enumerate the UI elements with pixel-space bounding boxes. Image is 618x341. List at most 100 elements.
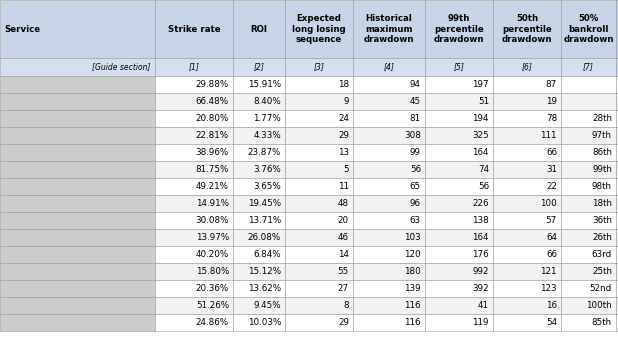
Bar	[561, 212, 616, 229]
Text: 94: 94	[410, 80, 421, 89]
Text: 20: 20	[338, 216, 349, 225]
Bar	[0, 110, 155, 127]
Bar	[233, 297, 285, 314]
Bar	[425, 110, 493, 127]
Bar	[0, 280, 155, 297]
Bar	[561, 178, 616, 195]
Text: 81.75%: 81.75%	[196, 165, 229, 174]
Bar	[493, 58, 561, 76]
Text: 57: 57	[546, 216, 557, 225]
Bar	[616, 93, 618, 110]
Text: 308: 308	[404, 131, 421, 140]
Bar	[285, 246, 353, 263]
Text: 50th
percentile
drawdown: 50th percentile drawdown	[502, 14, 552, 44]
Text: 64: 64	[546, 233, 557, 242]
Bar	[285, 212, 353, 229]
Bar	[493, 297, 561, 314]
Bar	[425, 178, 493, 195]
Text: 48: 48	[338, 199, 349, 208]
Bar	[561, 76, 616, 93]
Text: 10.03%: 10.03%	[248, 318, 281, 327]
Text: 15.12%: 15.12%	[248, 267, 281, 276]
Bar	[616, 0, 618, 58]
Bar	[353, 178, 425, 195]
Text: 15.91%: 15.91%	[248, 80, 281, 89]
Text: 78: 78	[546, 114, 557, 123]
Text: Service: Service	[4, 25, 40, 33]
Bar	[233, 58, 285, 76]
Bar	[285, 195, 353, 212]
Text: 36th: 36th	[592, 216, 612, 225]
Text: 50%
bankroll
drawdown: 50% bankroll drawdown	[563, 14, 614, 44]
Text: 111: 111	[541, 131, 557, 140]
Bar	[155, 93, 233, 110]
Bar	[561, 297, 616, 314]
Bar	[285, 144, 353, 161]
Bar	[561, 195, 616, 212]
Bar	[493, 314, 561, 331]
Text: 3.65%: 3.65%	[253, 182, 281, 191]
Text: 26.08%: 26.08%	[248, 233, 281, 242]
Bar	[233, 161, 285, 178]
Text: 38.96%: 38.96%	[196, 148, 229, 157]
Text: Historical
maximum
drawdown: Historical maximum drawdown	[364, 14, 414, 44]
Text: [2]: [2]	[253, 62, 265, 72]
Bar	[493, 161, 561, 178]
Bar	[0, 58, 155, 76]
Bar	[233, 144, 285, 161]
Text: 28th: 28th	[592, 114, 612, 123]
Bar	[425, 246, 493, 263]
Text: 15.80%: 15.80%	[196, 267, 229, 276]
Bar	[285, 0, 353, 58]
Bar	[285, 178, 353, 195]
Bar	[616, 127, 618, 144]
Text: 20.80%: 20.80%	[196, 114, 229, 123]
Bar	[425, 93, 493, 110]
Text: 19.45%: 19.45%	[248, 199, 281, 208]
Bar	[493, 127, 561, 144]
Bar	[561, 314, 616, 331]
Text: 52nd: 52nd	[590, 284, 612, 293]
Bar	[561, 263, 616, 280]
Bar	[493, 246, 561, 263]
Text: 99: 99	[410, 148, 421, 157]
Text: 13.97%: 13.97%	[196, 233, 229, 242]
Text: 392: 392	[472, 284, 489, 293]
Bar	[493, 263, 561, 280]
Bar	[0, 246, 155, 263]
Text: 26th: 26th	[592, 233, 612, 242]
Text: 63rd: 63rd	[592, 250, 612, 259]
Bar	[233, 195, 285, 212]
Bar	[353, 76, 425, 93]
Bar	[493, 144, 561, 161]
Bar	[616, 161, 618, 178]
Text: 100th: 100th	[586, 301, 612, 310]
Bar	[616, 297, 618, 314]
Bar	[0, 195, 155, 212]
Text: [1]: [1]	[188, 62, 200, 72]
Bar	[233, 314, 285, 331]
Text: 164: 164	[473, 148, 489, 157]
Text: 103: 103	[404, 233, 421, 242]
Text: 29: 29	[338, 318, 349, 327]
Text: 116: 116	[405, 318, 421, 327]
Text: 197: 197	[472, 80, 489, 89]
Bar	[353, 297, 425, 314]
Text: 63: 63	[410, 216, 421, 225]
Bar	[155, 76, 233, 93]
Bar	[616, 58, 618, 76]
Text: 13: 13	[338, 148, 349, 157]
Bar	[285, 127, 353, 144]
Text: 18: 18	[338, 80, 349, 89]
Text: 992: 992	[473, 267, 489, 276]
Bar	[353, 161, 425, 178]
Bar	[561, 144, 616, 161]
Bar	[493, 0, 561, 58]
Bar	[616, 178, 618, 195]
Bar	[155, 161, 233, 178]
Bar	[561, 229, 616, 246]
Text: [4]: [4]	[384, 62, 394, 72]
Bar	[425, 314, 493, 331]
Text: 31: 31	[546, 165, 557, 174]
Bar	[616, 229, 618, 246]
